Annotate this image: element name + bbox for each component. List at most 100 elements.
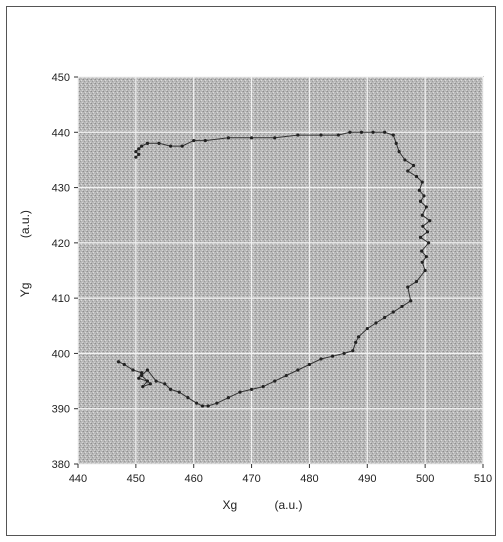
data-point xyxy=(422,194,426,198)
data-point xyxy=(427,241,431,245)
data-point xyxy=(273,379,277,383)
y-tick-label: 380 xyxy=(52,459,70,471)
data-point xyxy=(403,158,407,162)
data-point xyxy=(203,138,207,143)
data-point xyxy=(141,385,145,389)
data-point xyxy=(421,224,425,228)
data-point xyxy=(249,136,254,140)
data-point xyxy=(200,404,204,408)
data-point xyxy=(226,136,231,140)
y-axis-label: Yg xyxy=(18,283,32,298)
data-point xyxy=(342,351,346,356)
data-point xyxy=(134,150,138,154)
data-point xyxy=(145,141,150,145)
data-point xyxy=(154,379,158,383)
data-point xyxy=(273,136,277,140)
data-point xyxy=(186,396,190,400)
x-tick-label: 500 xyxy=(416,473,434,485)
data-point xyxy=(357,335,361,339)
data-point xyxy=(307,362,312,367)
data-point xyxy=(420,260,424,264)
data-point xyxy=(391,133,395,137)
data-point xyxy=(359,130,364,134)
data-point xyxy=(391,310,395,314)
x-tick-label: 490 xyxy=(358,473,376,485)
data-point xyxy=(137,147,141,151)
data-point xyxy=(134,155,138,159)
x-tick-label: 480 xyxy=(300,473,318,485)
data-series xyxy=(116,130,432,408)
data-point xyxy=(371,130,375,134)
data-point xyxy=(145,368,150,372)
data-point xyxy=(394,141,398,145)
y-tick-label: 430 xyxy=(52,183,70,195)
y-tick-label: 400 xyxy=(52,348,70,360)
data-point xyxy=(177,390,181,394)
data-point xyxy=(348,130,352,134)
data-point xyxy=(420,249,424,253)
data-point xyxy=(428,219,432,223)
x-tick-label: 510 xyxy=(474,473,492,485)
data-point xyxy=(330,354,335,358)
y-tick-label: 410 xyxy=(52,293,70,305)
data-point xyxy=(206,404,210,408)
data-point xyxy=(145,379,150,383)
data-point xyxy=(238,390,242,394)
data-point xyxy=(383,315,387,320)
y-tick-label: 440 xyxy=(52,127,70,139)
x-axis-ticks: 440 450 460 470 480 490 500 510 xyxy=(69,464,492,485)
data-point xyxy=(365,326,369,331)
x-tick-label: 470 xyxy=(242,473,260,485)
data-point xyxy=(336,133,340,137)
data-point xyxy=(414,174,419,179)
data-point xyxy=(140,371,144,375)
y-tick-label: 420 xyxy=(52,238,70,250)
data-point xyxy=(420,213,424,217)
data-point xyxy=(284,373,288,378)
data-point xyxy=(296,133,300,137)
data-point xyxy=(215,401,219,405)
data-point xyxy=(157,141,161,145)
data-point xyxy=(354,340,358,344)
data-point xyxy=(122,362,126,367)
x-axis-label: Xg xyxy=(223,498,238,512)
x-tick-label: 440 xyxy=(69,473,87,485)
data-point xyxy=(400,304,404,309)
data-point xyxy=(418,199,423,203)
chart-svg: 440 450 460 470 480 490 500 510 380 390 400 410 420… xyxy=(18,72,492,512)
data-point xyxy=(131,368,135,372)
data-point xyxy=(116,360,121,364)
data-point xyxy=(249,387,254,391)
data-point xyxy=(296,368,300,372)
data-point xyxy=(406,169,410,173)
data-point xyxy=(351,349,355,353)
data-point xyxy=(319,133,323,137)
data-point xyxy=(137,152,141,156)
chart-frame: 440 450 460 470 480 490 500 510 380 390 400 410 420… xyxy=(6,6,496,536)
plot-area xyxy=(77,76,484,465)
data-point xyxy=(140,144,144,148)
data-point xyxy=(420,180,424,184)
data-point xyxy=(148,382,152,386)
y-tick-label: 450 xyxy=(52,72,70,84)
data-point xyxy=(418,235,423,239)
data-point xyxy=(168,387,173,391)
data-point xyxy=(424,255,428,259)
data-point xyxy=(261,385,265,389)
data-point xyxy=(374,321,378,325)
data-point xyxy=(137,376,141,380)
data-point xyxy=(409,299,413,303)
trajectory-line xyxy=(118,131,431,407)
y-axis-unit: (a.u.) xyxy=(18,210,32,238)
data-point xyxy=(192,138,196,143)
data-point xyxy=(397,150,401,154)
gridlines xyxy=(77,76,484,465)
data-point xyxy=(180,144,184,148)
x-axis-unit: (a.u.) xyxy=(275,498,303,512)
data-point xyxy=(195,401,199,405)
data-point xyxy=(140,373,144,378)
data-point xyxy=(226,396,231,400)
y-axis-ticks: 380 390 400 410 420 430 440 450 xyxy=(52,72,78,471)
data-point xyxy=(411,163,416,168)
data-point xyxy=(425,230,430,234)
